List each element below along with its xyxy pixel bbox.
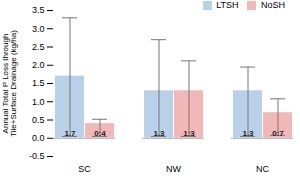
html-text:NoSH: NoSH [261,0,285,10]
svg-text:1.7: 1.7 [64,129,76,138]
svg-text:1.0: 1.0 [32,97,45,107]
html-text:LTSH: LTSH [216,0,239,10]
svg-text:NC: NC [256,164,269,174]
svg-text:1.3: 1.3 [153,129,165,138]
svg-text:3.0: 3.0 [32,24,45,34]
svg-text:2.0: 2.0 [32,60,45,70]
svg-text:NW: NW [166,164,181,174]
svg-text:0.5: 0.5 [32,115,45,125]
svg-text:1:3: 1:3 [183,129,195,138]
svg-text:1.3: 1.3 [242,129,254,138]
svg-text:3.5: 3.5 [32,5,45,15]
svg-text:2.5: 2.5 [32,42,45,52]
svg-text:0:4: 0:4 [94,129,106,138]
svg-text:-0.5: -0.5 [29,151,45,161]
svg-text:0.0: 0.0 [32,133,45,143]
svg-text:0:7: 0:7 [272,129,284,138]
svg-text:Annual Total P Loss throughTil: Annual Total P Loss throughTile+Surface … [1,30,18,137]
svg-text:SC: SC [78,164,91,174]
svg-text:1.5: 1.5 [32,78,45,88]
